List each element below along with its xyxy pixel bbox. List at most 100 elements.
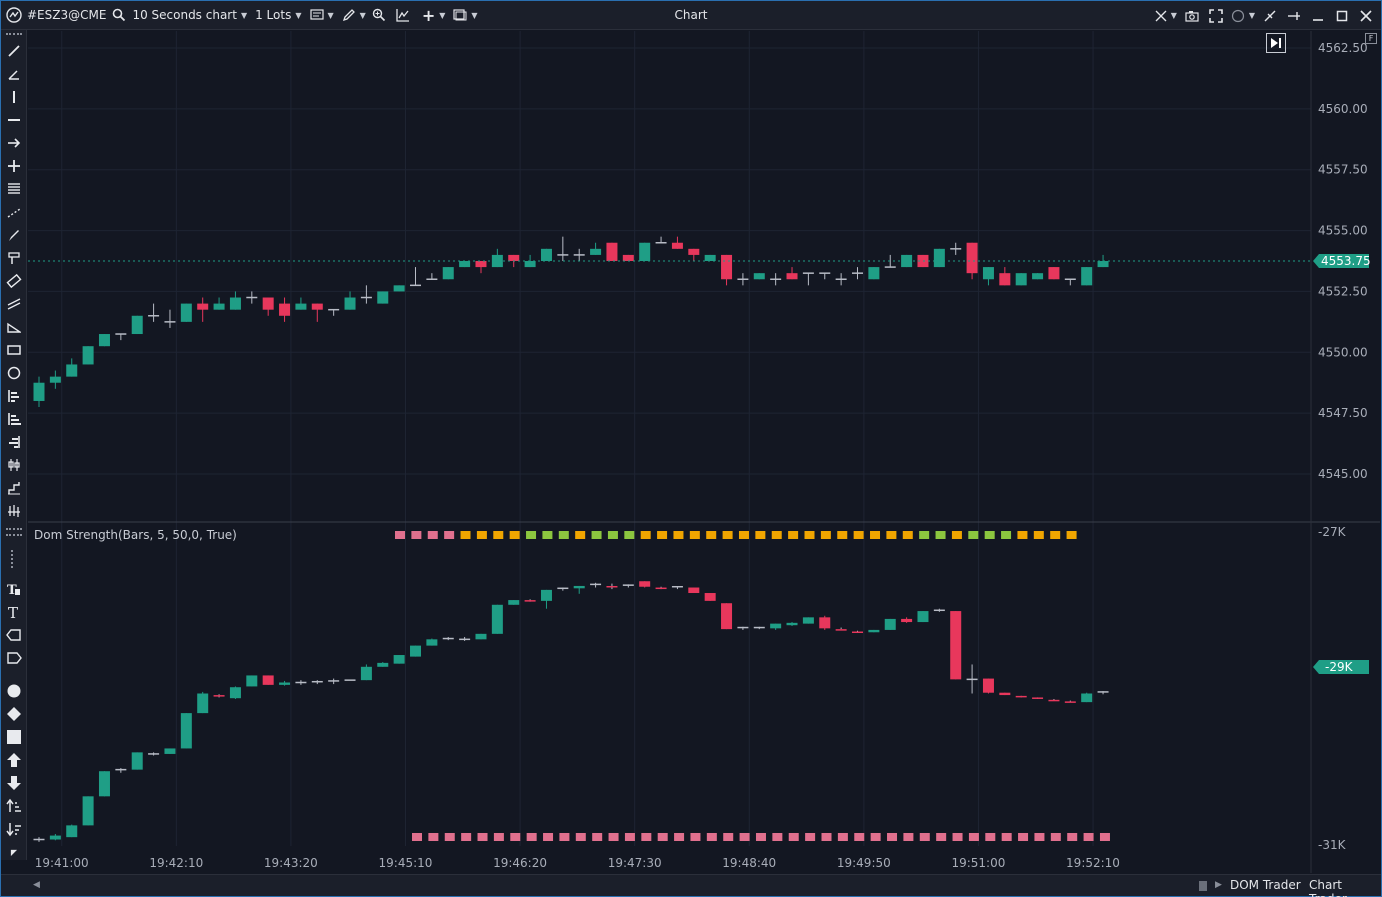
dom-strength-candle[interactable]	[884, 618, 896, 630]
scroll-left-icon[interactable]: ◀	[33, 880, 40, 890]
price-candle[interactable]	[475, 261, 487, 268]
price-candle[interactable]	[1032, 273, 1044, 280]
dot-marker-icon[interactable]	[4, 681, 24, 701]
line-tool-icon[interactable]	[4, 41, 24, 61]
tab-chart-trader[interactable]: Chart Trader	[1309, 878, 1347, 897]
dom-strength-candle[interactable]	[393, 655, 405, 664]
toolbar-grip[interactable]	[6, 33, 22, 39]
price-label-left-icon[interactable]	[4, 625, 24, 645]
price-candle[interactable]	[982, 267, 994, 280]
dom-strength-candle[interactable]	[999, 692, 1011, 696]
crosshair-tool-icon[interactable]	[4, 156, 24, 176]
minimize-icon[interactable]	[1309, 7, 1327, 25]
dom-strength-candle[interactable]	[360, 666, 372, 681]
price-candle[interactable]	[590, 248, 602, 255]
quantity-dropdown[interactable]: 1 Lots ▼	[251, 1, 305, 30]
price-candle[interactable]	[901, 254, 913, 268]
price-candle[interactable]	[344, 297, 356, 310]
chart-type-dropdown[interactable]: ▼	[306, 1, 338, 30]
dom-strength-candle[interactable]	[802, 617, 814, 624]
price-candle[interactable]	[704, 254, 716, 261]
triangle-icon[interactable]	[4, 317, 24, 337]
trendline-dots-icon[interactable]	[4, 202, 24, 222]
dom-strength-candle[interactable]	[98, 771, 110, 797]
price-candle[interactable]	[49, 376, 61, 383]
price-candle[interactable]	[197, 303, 209, 310]
price-candle[interactable]	[721, 254, 733, 280]
price-candle[interactable]	[33, 382, 45, 401]
dom-strength-candle[interactable]	[721, 603, 733, 630]
maximize-icon[interactable]	[1333, 7, 1351, 25]
histogram-left-icon[interactable]	[4, 386, 24, 406]
histogram-icon[interactable]	[4, 409, 24, 429]
dom-strength-candle[interactable]	[66, 825, 78, 838]
sort-down-icon[interactable]	[4, 819, 24, 839]
price-candle[interactable]	[671, 242, 683, 249]
interval-dropdown[interactable]: 10 Seconds chart ▼	[128, 1, 251, 30]
crosshair-dropdown[interactable]: ▼	[1155, 1, 1177, 30]
vertical-line-icon[interactable]	[4, 87, 24, 107]
scroll-right-icon[interactable]: ▶	[1215, 880, 1222, 890]
search-icon[interactable]	[110, 6, 128, 24]
price-candle[interactable]	[377, 291, 389, 304]
close-icon[interactable]	[1357, 7, 1375, 25]
indicator-title[interactable]: Dom Strength(Bars, 5, 50,0, True)	[34, 528, 237, 542]
price-candle[interactable]	[524, 261, 536, 268]
fib-levels-icon[interactable]	[4, 179, 24, 199]
text-icon[interactable]: T	[4, 602, 24, 622]
dom-strength-candle[interactable]	[688, 587, 700, 594]
square-marker-icon[interactable]	[4, 727, 24, 747]
arrow-up-icon[interactable]	[4, 750, 24, 770]
dom-strength-candle[interactable]	[786, 622, 798, 626]
dom-strength-candle[interactable]	[82, 796, 94, 826]
price-candle[interactable]	[1097, 261, 1109, 268]
step-line-icon[interactable]	[4, 478, 24, 498]
dom-strength-candle[interactable]	[639, 581, 651, 587]
price-candle[interactable]	[131, 315, 143, 335]
dom-strength-candle[interactable]	[982, 678, 994, 693]
symbol-selector[interactable]: #ESZ3@CME	[27, 8, 107, 22]
arrow-down-icon[interactable]	[4, 773, 24, 793]
price-candle[interactable]	[295, 303, 307, 310]
dom-strength-candle[interactable]	[819, 617, 831, 629]
dom-strength-candle[interactable]	[950, 611, 962, 680]
price-candle[interactable]	[688, 248, 700, 255]
diamond-marker-icon[interactable]	[4, 704, 24, 724]
pin-icon[interactable]	[1285, 7, 1303, 25]
dom-strength-candle[interactable]	[229, 687, 241, 699]
dom-strength-candle[interactable]	[246, 675, 258, 687]
price-candle[interactable]	[966, 242, 978, 274]
dom-strength-candle[interactable]	[868, 629, 880, 633]
price-candle[interactable]	[606, 242, 618, 261]
price-candle[interactable]	[868, 267, 880, 280]
candle-tool-icon[interactable]	[4, 455, 24, 475]
angle-tool-icon[interactable]	[4, 64, 24, 84]
price-candle[interactable]	[1015, 273, 1027, 286]
ohlc-tool-icon[interactable]	[4, 501, 24, 521]
dom-strength-candle[interactable]	[573, 585, 585, 589]
price-candle[interactable]	[1048, 267, 1060, 280]
rectangle-icon[interactable]	[4, 340, 24, 360]
price-candle[interactable]	[540, 248, 552, 261]
horizontal-line-icon[interactable]	[4, 110, 24, 130]
layout-dropdown[interactable]: ▼	[449, 1, 481, 30]
indicators-icon[interactable]	[394, 6, 412, 24]
price-label-right-icon[interactable]	[4, 648, 24, 668]
dom-strength-candle[interactable]	[131, 752, 143, 770]
price-candle[interactable]	[786, 273, 798, 280]
dom-strength-candle[interactable]	[377, 662, 389, 667]
sort-up-icon[interactable]	[4, 796, 24, 816]
chart-canvas[interactable]: 4562.50 4560.00 4557.50 4555.00 4552.50 4550.…	[28, 31, 1380, 873]
toolbar-grip[interactable]	[6, 534, 22, 540]
price-candle[interactable]	[1081, 267, 1093, 286]
drawing-dropdown[interactable]: ▼	[338, 1, 370, 30]
dom-strength-candle[interactable]	[704, 593, 716, 601]
price-candle[interactable]	[917, 254, 929, 268]
dom-strength-candle[interactable]	[164, 748, 176, 754]
dom-strength-candle[interactable]	[475, 633, 487, 640]
price-candle[interactable]	[491, 254, 503, 268]
price-candle[interactable]	[508, 254, 520, 261]
price-candle[interactable]	[311, 303, 323, 310]
ruler-icon[interactable]	[4, 271, 24, 291]
dom-strength-candle[interactable]	[279, 682, 291, 685]
